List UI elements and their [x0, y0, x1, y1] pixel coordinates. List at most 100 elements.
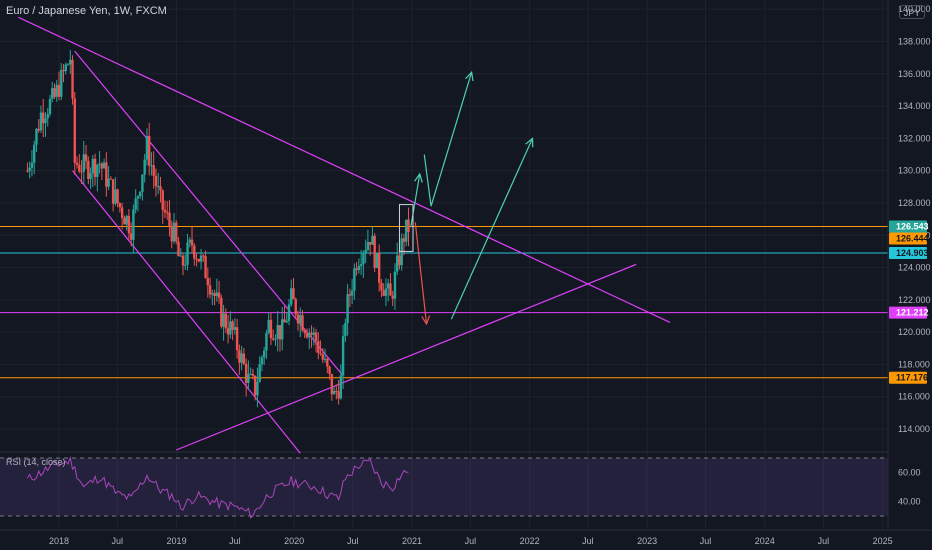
- candle-body: [217, 292, 221, 298]
- candle-body: [154, 175, 158, 187]
- candle-body: [301, 315, 304, 331]
- candle-body: [386, 283, 390, 289]
- candle-body: [335, 390, 338, 392]
- candle-body: [213, 293, 216, 297]
- candle-body: [175, 222, 178, 242]
- candle-body: [32, 144, 36, 163]
- candlestick-series: [26, 50, 410, 408]
- price-tag-label: 126.444: [896, 233, 929, 243]
- candle-body: [73, 98, 76, 163]
- candle-body: [384, 288, 388, 296]
- candle-body: [184, 264, 187, 266]
- candle-body: [407, 219, 410, 232]
- candle-body: [172, 222, 176, 242]
- price-tag: 117.176: [889, 371, 928, 384]
- candle-body: [341, 336, 345, 376]
- candle-body: [179, 255, 182, 257]
- time-tick-label: Jul: [465, 536, 477, 546]
- candle-body: [244, 363, 248, 383]
- candle-body: [310, 332, 313, 335]
- price-tag-label: 124.903: [896, 248, 929, 258]
- candle-body: [105, 162, 108, 187]
- candle-body: [100, 163, 104, 169]
- candle-body: [269, 319, 273, 339]
- candle-body: [44, 118, 47, 124]
- candle-body: [168, 212, 171, 226]
- price-tick-label: 122.000: [898, 295, 931, 305]
- candle-body: [346, 294, 349, 323]
- candle-body: [222, 313, 225, 327]
- candle-body: [30, 162, 34, 168]
- candle-body: [177, 241, 180, 257]
- candle-body: [396, 255, 399, 272]
- candle-body: [197, 259, 200, 262]
- candle-body: [238, 350, 241, 363]
- candle-body: [120, 207, 124, 219]
- candle-body: [391, 295, 394, 299]
- time-tick-label: Jul: [229, 536, 241, 546]
- time-tick-label: Jul: [582, 536, 594, 546]
- candle-body: [240, 353, 243, 363]
- candle-body: [281, 319, 284, 340]
- candle-body: [380, 282, 383, 291]
- candle-body: [129, 233, 133, 240]
- price-tag: 126.543: [889, 220, 929, 233]
- candle-body: [305, 333, 309, 338]
- candle-body: [111, 179, 115, 204]
- candle-body: [256, 381, 259, 396]
- candle-body: [337, 391, 340, 399]
- trendlines[interactable]: [0, 16, 888, 454]
- price-tag-bg: [889, 306, 927, 319]
- candle-body: [132, 209, 135, 240]
- candle-body: [285, 320, 288, 323]
- price-axis[interactable]: 140.000 138.000 136.000 134.000 132.000 130.0…: [887, 0, 931, 530]
- candle-body: [274, 338, 277, 340]
- candle-body: [276, 325, 279, 339]
- arrow-head: [414, 172, 423, 183]
- candle-body: [35, 128, 38, 145]
- symbol-title[interactable]: Euro / Japanese Yen, 1W, FXCM: [6, 5, 167, 17]
- candle-body: [51, 88, 54, 99]
- candle-body: [159, 186, 162, 191]
- candle-body: [299, 315, 302, 324]
- candle-body: [204, 256, 207, 279]
- candle-body: [82, 154, 86, 172]
- candle-body: [53, 88, 56, 97]
- price-tag-bg: [889, 371, 927, 384]
- rsi-legend-label[interactable]: RSI (14, close): [6, 457, 66, 467]
- arrow-shaft: [450, 138, 534, 320]
- candle-body: [344, 322, 347, 337]
- candle-body: [66, 64, 70, 66]
- candle-body: [353, 268, 356, 291]
- candle-body: [319, 352, 322, 355]
- candle-body: [93, 158, 97, 177]
- candle-body: [224, 313, 228, 329]
- candle-body: [75, 162, 79, 165]
- time-tick-label: 2025: [873, 536, 893, 546]
- projection-arrow-up-long: [423, 70, 474, 207]
- candle-body: [190, 239, 194, 246]
- candle-body: [64, 64, 67, 72]
- candle-body: [87, 161, 90, 179]
- candle-body: [147, 135, 151, 166]
- drawing-annotations[interactable]: [398, 70, 534, 326]
- time-axis[interactable]: 2018 Jul 2019 Jul 2020 Jul 2021 Jul 2022 Jul 2023 J…: [0, 529, 932, 546]
- price-tag-label: 121.212: [896, 308, 929, 318]
- candle-body: [134, 198, 137, 210]
- candle-body: [389, 283, 392, 296]
- candle-body: [377, 252, 381, 283]
- candle-body: [312, 332, 315, 335]
- candle-body: [308, 332, 311, 338]
- candle-body: [161, 190, 164, 210]
- candle-body: [226, 328, 230, 335]
- currency-button[interactable]: JPY: [899, 5, 925, 19]
- price-tick-label: 132.000: [898, 133, 931, 143]
- descending-resistance-trendline: [18, 16, 671, 323]
- candle-body: [382, 290, 385, 296]
- time-tick-label: Jul: [347, 536, 359, 546]
- candle-body: [138, 191, 142, 197]
- candle-body: [141, 174, 144, 192]
- candle-body: [143, 159, 146, 175]
- rsi-tick-label: 40.00: [898, 497, 921, 507]
